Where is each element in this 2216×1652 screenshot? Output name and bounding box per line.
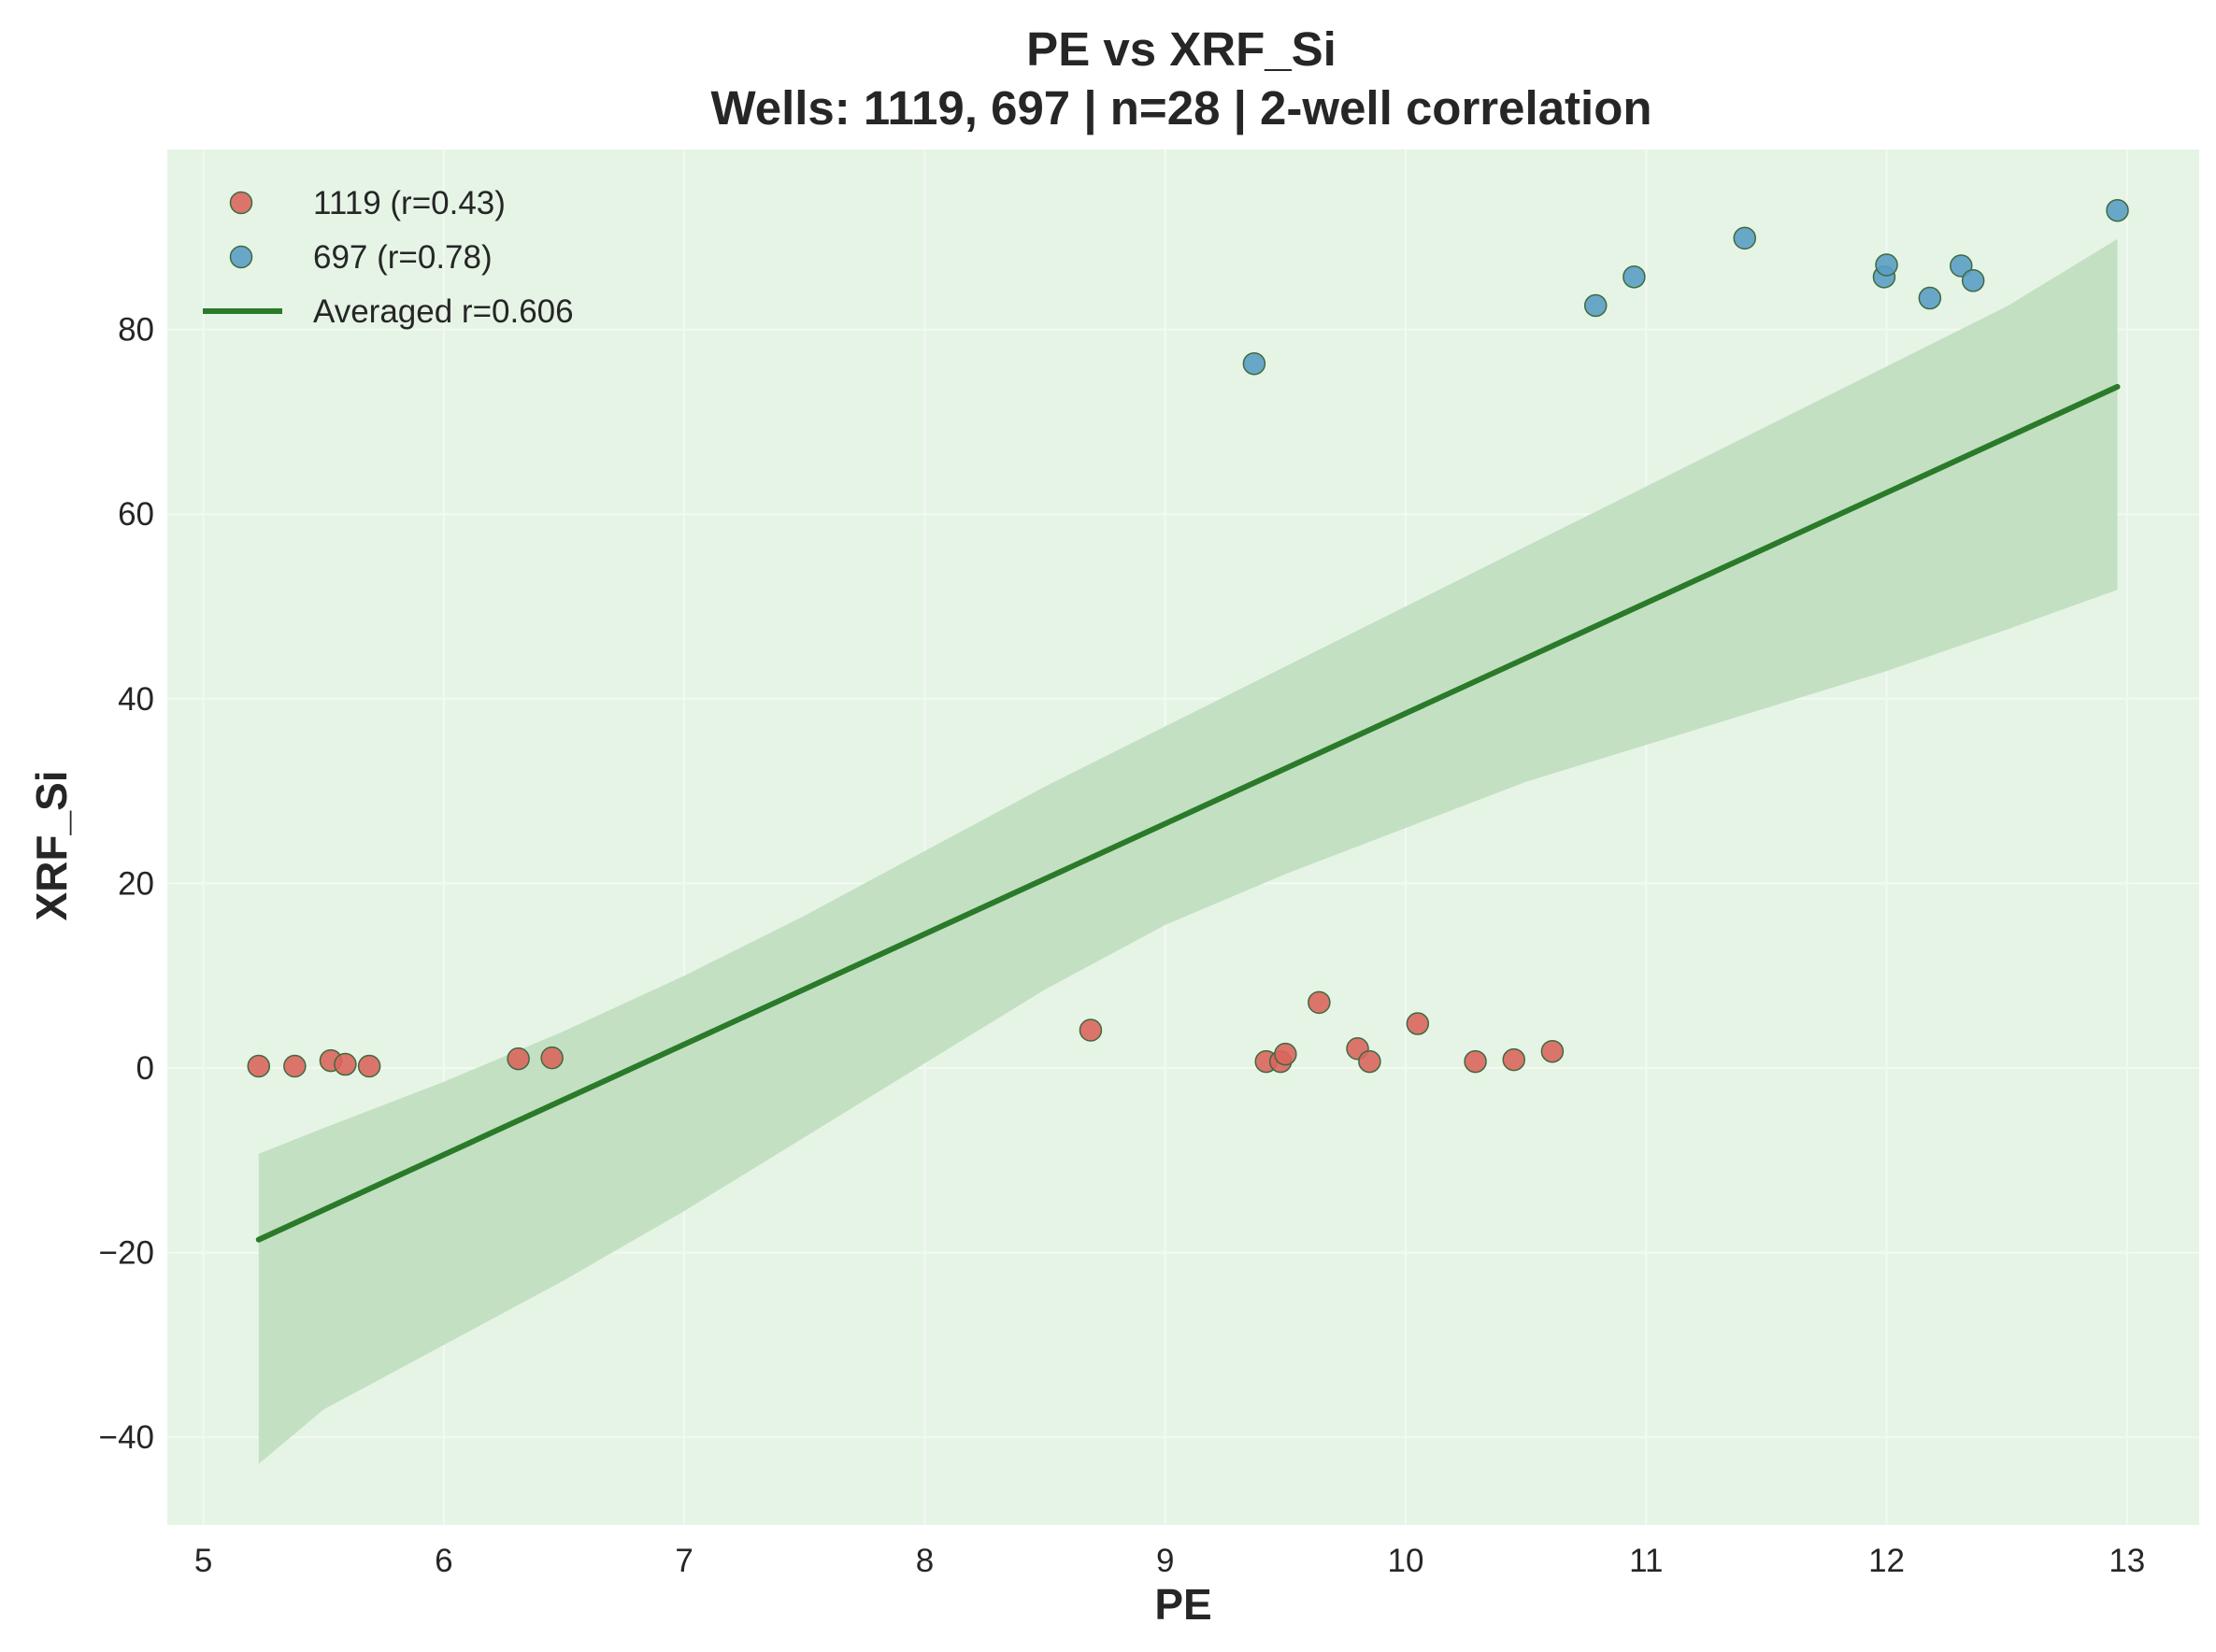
x-tick-label: 6 bbox=[435, 1543, 452, 1579]
fit-line bbox=[255, 383, 2121, 1243]
x-tick-label: 9 bbox=[1156, 1543, 1174, 1579]
data-point bbox=[283, 1054, 307, 1078]
data-point bbox=[1918, 286, 1942, 310]
data-point bbox=[1308, 990, 1331, 1015]
legend-label: 697 (r=0.78) bbox=[313, 239, 493, 276]
data-point bbox=[1464, 1049, 1487, 1074]
legend-marker bbox=[229, 191, 253, 215]
data-point bbox=[247, 1054, 271, 1078]
x-tick-label: 12 bbox=[1868, 1543, 1905, 1579]
y-tick-label: 20 bbox=[118, 865, 154, 902]
x-tick-label: 5 bbox=[194, 1543, 212, 1579]
series-697 bbox=[1242, 198, 2129, 376]
y-tick-label: 60 bbox=[118, 496, 154, 533]
data-point bbox=[540, 1046, 564, 1070]
data-point bbox=[1274, 1042, 1297, 1066]
x-tick-label: 10 bbox=[1388, 1543, 1424, 1579]
confidence-band bbox=[258, 238, 2118, 1464]
data-point bbox=[334, 1052, 357, 1076]
data-point bbox=[1875, 253, 1898, 277]
data-point bbox=[507, 1047, 530, 1071]
y-tick-label: 80 bbox=[118, 312, 154, 349]
data-point bbox=[357, 1054, 381, 1078]
chart-title: PE vs XRF_Si bbox=[1026, 22, 1337, 76]
data-point bbox=[1502, 1047, 1526, 1072]
x-tick-label: 11 bbox=[1629, 1543, 1663, 1579]
data-point bbox=[1961, 269, 1985, 292]
legend-marker bbox=[229, 245, 253, 269]
y-tick-label: −20 bbox=[99, 1235, 154, 1272]
legend: 1119 (r=0.43) 697 (r=0.78) Averaged r=0.60… bbox=[203, 185, 574, 330]
y-tick-label: 0 bbox=[136, 1050, 154, 1087]
legend-label: 1119 (r=0.43) bbox=[313, 185, 506, 221]
x-axis-label: PE bbox=[1154, 1580, 1211, 1629]
y-tick-label: −40 bbox=[99, 1419, 154, 1456]
x-tick-label: 7 bbox=[675, 1543, 693, 1579]
data-point bbox=[1950, 254, 1973, 278]
data-point bbox=[1733, 226, 1756, 250]
data-point bbox=[1583, 293, 1608, 318]
legend-label: Averaged r=0.606 bbox=[313, 293, 574, 330]
data-point bbox=[1406, 1012, 1430, 1035]
y-axis-label: XRF_Si bbox=[27, 770, 76, 920]
data-point bbox=[1358, 1049, 1381, 1074]
y-tick-label: 40 bbox=[118, 681, 154, 718]
chart-subtitle: Wells: 1119, 697 | n=28 | 2-well correla… bbox=[710, 81, 1651, 135]
x-tick-label: 8 bbox=[916, 1543, 934, 1579]
data-point bbox=[1540, 1039, 1565, 1063]
data-point bbox=[1079, 1018, 1103, 1042]
series-1119 bbox=[247, 990, 1565, 1078]
data-point bbox=[1242, 351, 1266, 376]
data-point bbox=[1623, 265, 1646, 289]
plot-area: 5 6 7 8 9 10 11 12 13 −40 −20 0 20 40 60 80 bbox=[99, 150, 2199, 1579]
data-point bbox=[2106, 198, 2129, 222]
x-tick-label: 13 bbox=[2109, 1543, 2145, 1579]
